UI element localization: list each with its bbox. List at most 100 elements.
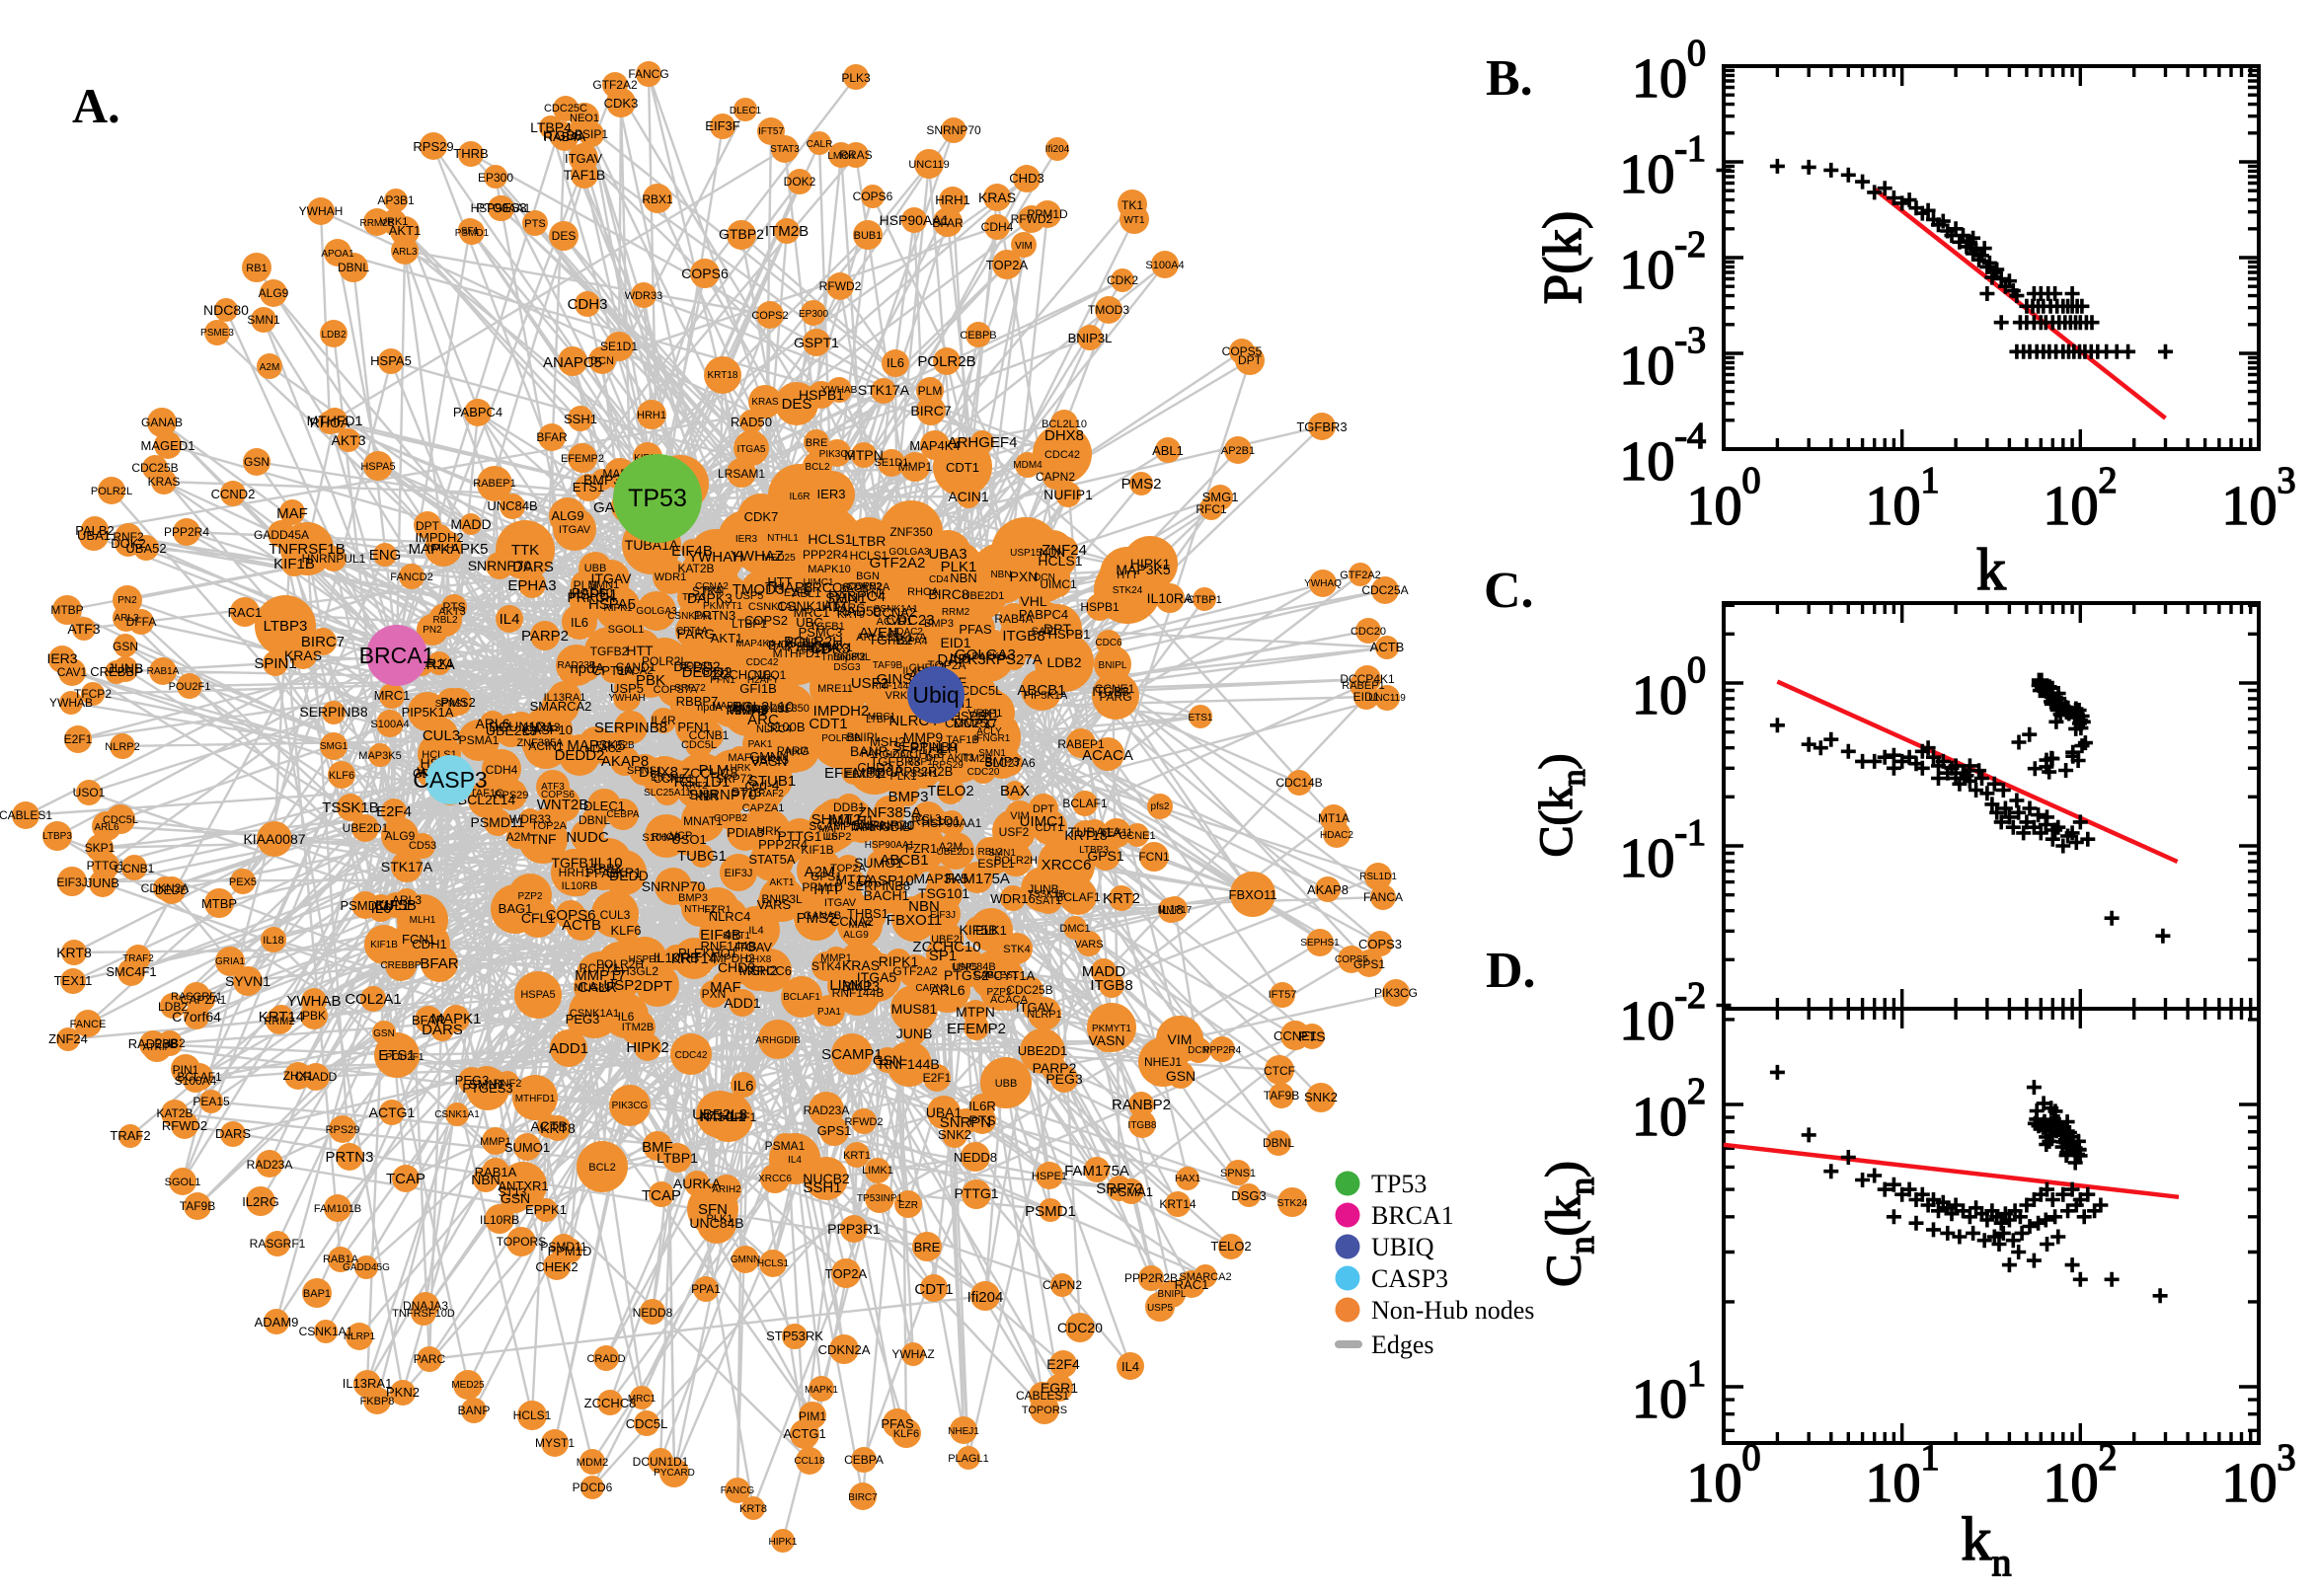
svg-text:CSNK1A1: CSNK1A1	[748, 601, 798, 613]
svg-text:AKT1: AKT1	[711, 631, 743, 646]
svg-text:ACTG1: ACTG1	[369, 1104, 416, 1120]
svg-text:GSN: GSN	[1166, 1068, 1196, 1084]
svg-text:RBX1: RBX1	[642, 192, 673, 206]
svg-text:VRK1: VRK1	[886, 690, 914, 702]
svg-text:PTTG1: PTTG1	[777, 828, 821, 844]
svg-text:DEDD: DEDD	[609, 868, 649, 883]
svg-text:FANCE: FANCE	[70, 1019, 107, 1030]
svg-text:NTHL1: NTHL1	[699, 1108, 746, 1125]
svg-text:E2F4: E2F4	[376, 803, 412, 820]
svg-text:npdA: npdA	[570, 660, 604, 677]
svg-text:UBE2D1: UBE2D1	[937, 847, 975, 858]
svg-text:YWHAH: YWHAH	[688, 549, 743, 566]
svg-text:SMN1: SMN1	[589, 579, 620, 591]
svg-text:RAD23B: RAD23B	[128, 1036, 179, 1051]
svg-text:USP5: USP5	[610, 681, 644, 696]
svg-text:CEBPA: CEBPA	[606, 809, 639, 820]
svg-text:CDC20: CDC20	[1057, 1320, 1103, 1335]
svg-text:AKT3: AKT3	[947, 752, 974, 764]
svg-text:LDB2: LDB2	[1046, 654, 1081, 670]
svg-text:DARS: DARS	[215, 1126, 251, 1141]
svg-text:CCND2: CCND2	[211, 487, 256, 501]
svg-text:HCLS1: HCLS1	[850, 549, 888, 563]
svg-text:MSH2: MSH2	[870, 734, 905, 749]
svg-text:THRB: THRB	[453, 146, 488, 161]
svg-text:RPS29: RPS29	[413, 139, 453, 154]
svg-text:FANCA: FANCA	[1363, 890, 1403, 904]
svg-text:PLAGL1: PLAGL1	[948, 1453, 989, 1465]
svg-text:AP3B1: AP3B1	[377, 193, 415, 207]
svg-text:PLEKHO1: PLEKHO1	[678, 946, 737, 960]
svg-text:FBXO11: FBXO11	[887, 912, 942, 929]
svg-text:IER3: IER3	[817, 487, 846, 501]
svg-text:RB1: RB1	[246, 263, 267, 274]
svg-text:SKP1: SKP1	[85, 841, 116, 855]
svg-text:FANCG: FANCG	[721, 1485, 755, 1496]
svg-text:IL6: IL6	[822, 831, 837, 843]
svg-text:FZR1: FZR1	[905, 841, 938, 856]
svg-text:RASGRF1: RASGRF1	[701, 1110, 757, 1124]
svg-text:CFL1: CFL1	[521, 910, 555, 926]
svg-text:KRAS: KRAS	[148, 475, 181, 489]
svg-text:EIF3J: EIF3J	[930, 910, 956, 921]
svg-text:TSSK1B: TSSK1B	[1028, 889, 1066, 900]
svg-text:PTTG1: PTTG1	[954, 1185, 998, 1201]
svg-text:A2M: A2M	[805, 864, 835, 880]
svg-text:CASP3: CASP3	[413, 767, 487, 793]
svg-text:IMPDH2: IMPDH2	[813, 703, 870, 720]
svg-text:SP1: SP1	[982, 708, 1003, 720]
svg-text:MRC1: MRC1	[628, 1394, 656, 1405]
svg-text:CHEK2: CHEK2	[535, 1259, 578, 1274]
svg-text:MED25: MED25	[762, 553, 796, 564]
svg-text:SNK2: SNK2	[1304, 1090, 1338, 1104]
svg-text:CDC25B: CDC25B	[131, 461, 178, 475]
svg-text:MTHFD1: MTHFD1	[307, 413, 363, 428]
svg-text:SEPHS1: SEPHS1	[750, 705, 790, 716]
svg-text:STK24: STK24	[1113, 585, 1143, 596]
svg-text:GSN: GSN	[244, 455, 270, 469]
svg-text:NTHL1: NTHL1	[684, 904, 716, 915]
svg-text:PMS2: PMS2	[1121, 476, 1162, 493]
svg-text:MMP17: MMP17	[1158, 905, 1193, 916]
svg-text:npdA: npdA	[869, 763, 903, 780]
svg-text:ABL1: ABL1	[792, 586, 821, 600]
svg-text:TUBB: TUBB	[688, 789, 717, 800]
svg-text:AKT1: AKT1	[769, 877, 794, 888]
svg-text:BMP3: BMP3	[842, 978, 880, 994]
svg-text:COL2A1: COL2A1	[345, 991, 402, 1008]
svg-text:CDK3: CDK3	[811, 641, 850, 657]
svg-text:BAG1: BAG1	[499, 901, 533, 916]
svg-text:SUMO1: SUMO1	[854, 855, 903, 871]
svg-text:CDC25C: CDC25C	[945, 716, 996, 730]
svg-text:MAGED1: MAGED1	[141, 438, 195, 453]
svg-text:KRAS: KRAS	[842, 957, 880, 973]
svg-text:MTBP: MTBP	[50, 603, 83, 617]
svg-text:MNAT1: MNAT1	[683, 814, 723, 828]
svg-text:COPS5: COPS5	[1222, 344, 1263, 358]
svg-text:WNT2B: WNT2B	[537, 797, 589, 813]
svg-text:CCNE1: CCNE1	[654, 772, 694, 786]
svg-text:TP53: TP53	[628, 485, 687, 512]
svg-text:HSPE1: HSPE1	[629, 954, 661, 965]
svg-text:PZP2: PZP2	[517, 891, 542, 902]
svg-text:CPT1A: CPT1A	[592, 663, 634, 678]
svg-text:LTBP1: LTBP1	[866, 715, 895, 725]
svg-text:RFWD2: RFWD2	[162, 1118, 207, 1133]
svg-text:TAF9B: TAF9B	[873, 660, 903, 671]
svg-text:CDK7: CDK7	[744, 509, 779, 524]
svg-text:EPHA3: EPHA3	[507, 577, 556, 594]
svg-text:RSL1D1: RSL1D1	[1359, 872, 1397, 882]
svg-text:TNF: TNF	[529, 831, 556, 847]
svg-text:IFT57: IFT57	[758, 126, 785, 137]
svg-text:GRIA1: GRIA1	[215, 956, 245, 967]
svg-text:CD53: CD53	[409, 840, 436, 852]
svg-text:RAB4A: RAB4A	[994, 612, 1033, 626]
svg-text:RAD50: RAD50	[572, 585, 613, 600]
svg-text:IL18: IL18	[263, 935, 283, 947]
svg-text:KRT18: KRT18	[1064, 827, 1108, 843]
svg-text:CUL1: CUL1	[374, 897, 410, 913]
svg-text:BMP3: BMP3	[924, 618, 954, 630]
svg-text:EFEMP2: EFEMP2	[824, 765, 884, 782]
svg-text:POLR2H: POLR2H	[784, 634, 843, 650]
svg-text:DNAJA3: DNAJA3	[403, 1299, 448, 1313]
